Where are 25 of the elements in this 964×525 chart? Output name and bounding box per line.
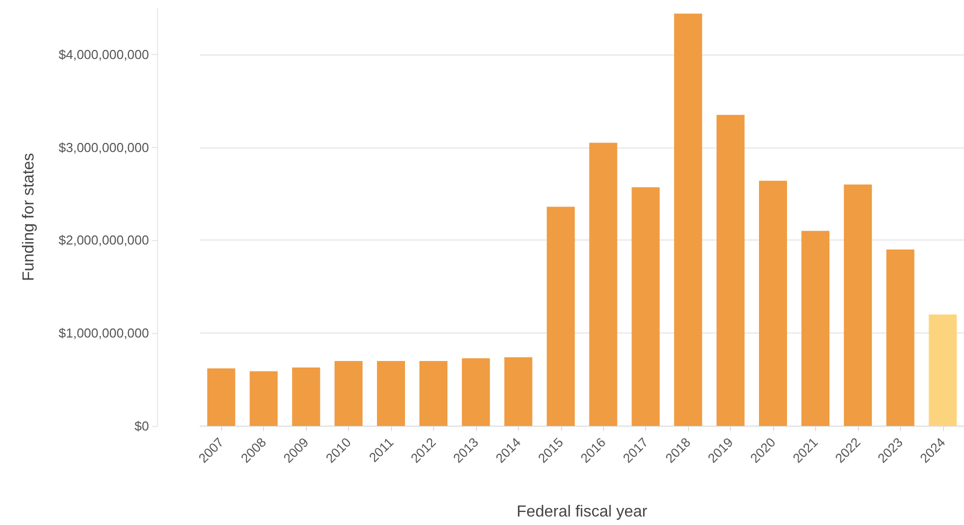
bar xyxy=(801,230,830,426)
y-tick-label: $2,000,000,000 xyxy=(58,232,149,248)
x-axis-title: Federal fiscal year xyxy=(516,504,648,520)
bar xyxy=(250,371,278,426)
bar xyxy=(716,114,745,426)
y-tick-label: $4,000,000,000 xyxy=(58,46,149,62)
bar xyxy=(758,180,788,426)
bar xyxy=(334,360,363,426)
y-tick-label: $3,000,000,000 xyxy=(58,140,149,155)
bar xyxy=(207,368,236,426)
bar xyxy=(632,187,660,426)
bar xyxy=(674,14,702,426)
bar xyxy=(292,367,320,426)
bar xyxy=(504,357,532,426)
bar xyxy=(928,314,957,426)
bar xyxy=(419,360,448,426)
bar xyxy=(462,358,490,426)
bar xyxy=(844,184,872,426)
y-tick-label: $1,000,000,000 xyxy=(58,326,149,341)
y-axis-title: Funding for states xyxy=(20,152,38,282)
bar xyxy=(886,250,914,426)
bar xyxy=(589,142,618,426)
bar xyxy=(546,206,575,426)
y-tick-label: $0 xyxy=(134,418,149,434)
bar xyxy=(376,360,406,426)
